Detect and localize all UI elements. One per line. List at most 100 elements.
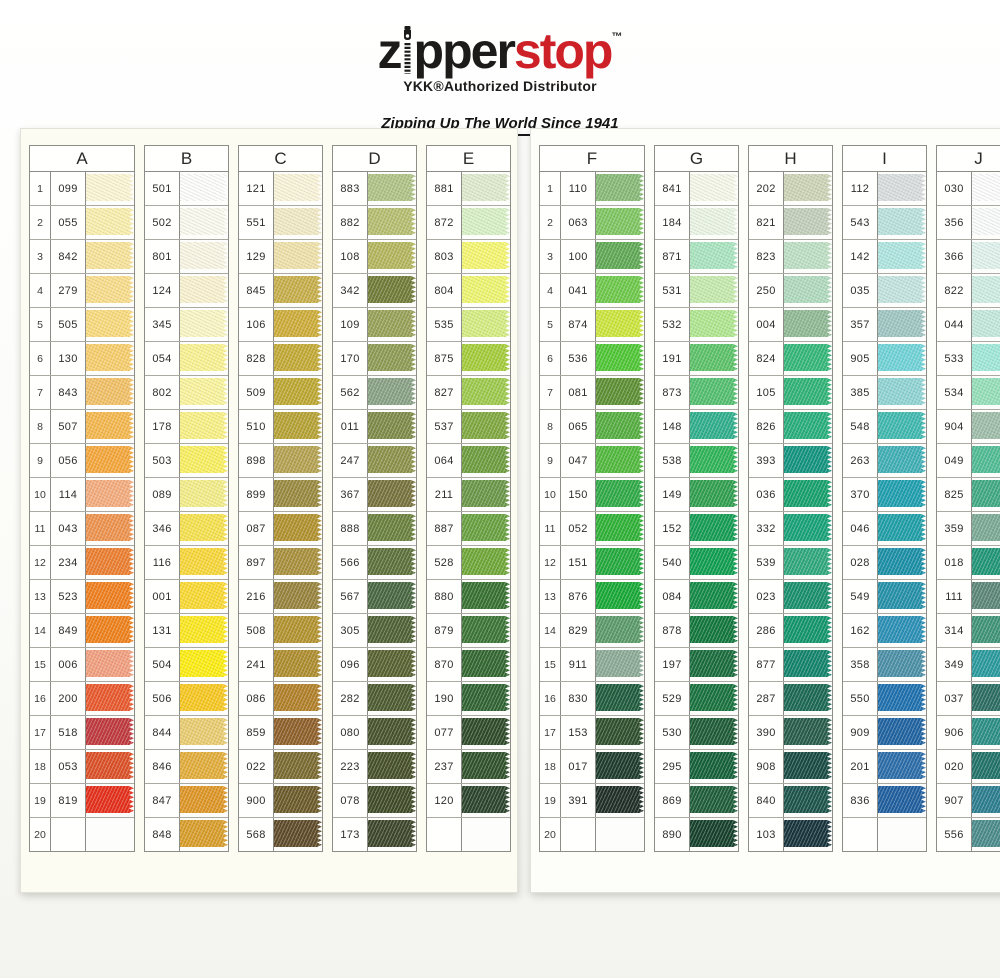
swatch-code: 153 <box>561 716 596 749</box>
swatch-cell <box>690 410 738 443</box>
swatch-ribbon <box>878 752 926 779</box>
swatch-cell <box>86 410 134 443</box>
swatch-code: 080 <box>333 716 368 749</box>
swatch-ribbon <box>972 718 1000 745</box>
swatch-code: 819 <box>51 784 86 817</box>
page-left: A 1 099 2 055 3 842 4 279 5 505 6 130 7 843 8 507 9 056 10 1… <box>20 128 518 893</box>
swatch-row: 824 <box>749 342 832 376</box>
swatch-ribbon <box>180 650 228 677</box>
swatch-ribbon <box>86 752 134 779</box>
row-number: 3 <box>30 240 51 273</box>
swatch-ribbon <box>368 310 416 337</box>
swatch-row: 531 <box>655 274 738 308</box>
swatch-cell <box>972 648 1000 681</box>
swatch-code: 190 <box>427 682 462 715</box>
swatch-cell <box>784 512 832 545</box>
swatch-code: 202 <box>749 172 784 205</box>
swatch-code: 087 <box>239 512 274 545</box>
swatch-code: 241 <box>239 648 274 681</box>
swatch-ribbon <box>462 752 510 779</box>
swatch-cell <box>878 308 926 341</box>
swatch-cell <box>462 410 510 443</box>
swatch-code: 017 <box>561 750 596 783</box>
swatch-ribbon <box>784 820 832 847</box>
swatch-ribbon <box>274 616 322 643</box>
swatch-ribbon <box>784 514 832 541</box>
swatch-code: 908 <box>749 750 784 783</box>
swatch-cell <box>368 308 416 341</box>
swatch-cell <box>368 716 416 749</box>
swatch-cell <box>368 648 416 681</box>
swatch-row: 566 <box>333 546 416 580</box>
swatch-code: 173 <box>333 818 368 851</box>
swatch-code: 065 <box>561 410 596 443</box>
column-table-g: G 841 184 871 531 532 191 873 148 538 149 152 540 084… <box>654 145 739 852</box>
swatch-cell <box>690 614 738 647</box>
swatch-row: 551 <box>239 206 322 240</box>
swatch-code: 110 <box>561 172 596 205</box>
swatch-cell <box>878 784 926 817</box>
swatch-cell <box>274 682 322 715</box>
swatch-cell <box>878 818 926 851</box>
swatch-ribbon <box>878 378 926 405</box>
swatch-row: 077 <box>427 716 510 750</box>
swatch-code: 876 <box>561 580 596 613</box>
swatch-cell <box>180 784 228 817</box>
swatch-cell <box>86 206 134 239</box>
column-table-j: J 030 356 366 822 044 533 534 904 049 825 359 018 111… <box>936 145 1000 852</box>
swatch-ribbon <box>462 174 510 201</box>
swatch-cell <box>596 410 644 443</box>
swatch-ribbon <box>180 752 228 779</box>
swatch-code: 178 <box>145 410 180 443</box>
swatch-ribbon <box>462 344 510 371</box>
swatch-ribbon <box>878 718 926 745</box>
swatch-ribbon <box>180 174 228 201</box>
swatch-code: 536 <box>561 342 596 375</box>
swatch-cell <box>690 308 738 341</box>
swatch-cell <box>972 376 1000 409</box>
swatch-cell <box>972 546 1000 579</box>
swatch-ribbon <box>972 514 1000 541</box>
swatch-code: 566 <box>333 546 368 579</box>
swatch-cell <box>274 206 322 239</box>
swatch-code: 357 <box>843 308 878 341</box>
swatch-cell <box>86 716 134 749</box>
swatch-code: 295 <box>655 750 690 783</box>
swatch-cell <box>784 750 832 783</box>
swatch-code: 911 <box>561 648 596 681</box>
swatch-ribbon <box>86 208 134 235</box>
swatch-code: 056 <box>51 444 86 477</box>
swatch-cell <box>462 172 510 205</box>
swatch-ribbon <box>690 718 738 745</box>
swatch-code: 385 <box>843 376 878 409</box>
swatch-cell <box>596 750 644 783</box>
swatch-ribbon <box>596 684 644 711</box>
swatch-row: 149 <box>655 478 738 512</box>
swatch-row: 004 <box>749 308 832 342</box>
swatch-code: 053 <box>51 750 86 783</box>
swatch-code: 822 <box>937 274 972 307</box>
swatch-row: 898 <box>239 444 322 478</box>
swatch-ribbon <box>972 378 1000 405</box>
swatch-code: 346 <box>145 512 180 545</box>
swatch-code: 391 <box>561 784 596 817</box>
swatch-ribbon <box>596 310 644 337</box>
swatch-cell <box>180 580 228 613</box>
swatch-row: 568 <box>239 818 322 851</box>
swatch-code: 887 <box>427 512 462 545</box>
swatch-code: 064 <box>427 444 462 477</box>
swatch-code: 551 <box>239 206 274 239</box>
swatch-ribbon <box>784 276 832 303</box>
swatch-cell <box>596 342 644 375</box>
swatch-ribbon <box>462 684 510 711</box>
swatch-code: 366 <box>937 240 972 273</box>
swatch-row: 4 041 <box>540 274 644 308</box>
swatch-row: 826 <box>749 410 832 444</box>
logo-text-black: pper <box>413 23 516 79</box>
swatch-ribbon <box>274 480 322 507</box>
swatch-row: 905 <box>843 342 926 376</box>
swatch-ribbon <box>972 344 1000 371</box>
brand-logo: z pperstop™ <box>378 23 622 79</box>
swatch-row: 13 523 <box>30 580 134 614</box>
column-letter: B <box>145 146 228 172</box>
